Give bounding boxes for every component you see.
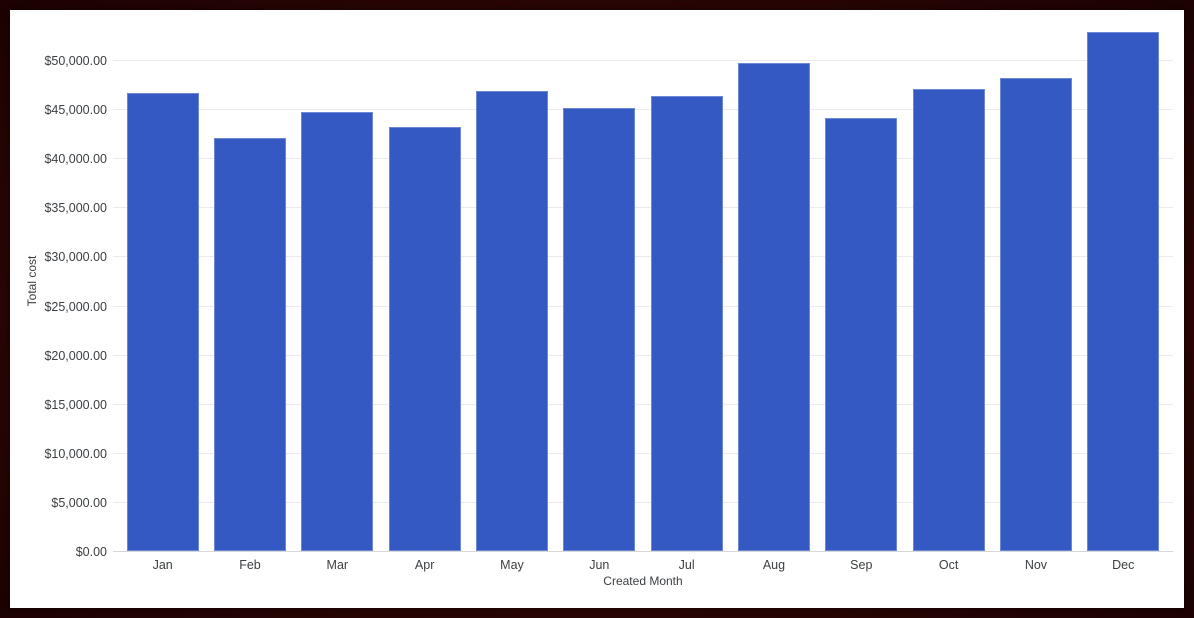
y-tick-label: $10,000.00 <box>44 446 107 461</box>
x-tick-label: Aug <box>762 558 786 572</box>
chart-panel: Total cost $0.00 $5,000.00 $10,000.00 $15,0… <box>10 10 1184 608</box>
bar-apr[interactable] <box>388 127 461 551</box>
y-tick-label: $40,000.00 <box>44 152 107 167</box>
x-tick-label: Jun <box>589 558 610 572</box>
x-tick-label: Mar <box>326 558 349 572</box>
bars-container <box>119 10 1167 551</box>
x-axis-baseline <box>113 551 1173 552</box>
x-tick-label: Oct <box>938 558 959 572</box>
x-tick-label: Jul <box>678 558 695 572</box>
bar-feb[interactable] <box>213 137 286 551</box>
y-axis-tick-labels: $0.00 $5,000.00 $10,000.00 $15,000.00 $20,00… <box>10 10 107 559</box>
x-tick-label: Jan <box>152 558 173 572</box>
bar-jan[interactable] <box>126 92 199 551</box>
x-tick-label: Dec <box>1112 558 1135 572</box>
bar-slot <box>992 10 1079 551</box>
bar-sep[interactable] <box>825 118 898 551</box>
x-tick-label: Apr <box>414 558 435 572</box>
y-tick-label: $5,000.00 <box>51 495 107 510</box>
bar-nov[interactable] <box>999 78 1072 551</box>
bar-jun[interactable] <box>563 107 636 551</box>
bar-slot <box>818 10 905 551</box>
y-tick-label: $15,000.00 <box>44 397 107 412</box>
bar-slot <box>119 10 206 551</box>
bar-may[interactable] <box>475 91 548 551</box>
y-tick-label: $50,000.00 <box>44 54 107 69</box>
x-tick-label: May <box>500 558 524 572</box>
gridline <box>113 207 1173 209</box>
bar-slot <box>381 10 468 551</box>
bar-slot <box>556 10 643 551</box>
y-tick-label: $30,000.00 <box>44 250 107 265</box>
bar-slot <box>1080 10 1167 551</box>
gridline <box>113 60 1173 62</box>
bar-oct[interactable] <box>912 89 985 551</box>
bar-slot <box>294 10 381 551</box>
y-tick-label: $20,000.00 <box>44 348 107 363</box>
x-tick-label: Feb <box>239 558 261 572</box>
bar-slot <box>730 10 817 551</box>
bar-slot <box>206 10 293 551</box>
gridline <box>113 452 1173 454</box>
bar-slot <box>905 10 992 551</box>
gridline <box>113 305 1173 307</box>
bar-dec[interactable] <box>1087 31 1160 551</box>
bar-slot <box>643 10 730 551</box>
y-tick-label: $35,000.00 <box>44 201 107 216</box>
gridline <box>113 109 1173 111</box>
bar-aug[interactable] <box>737 62 810 551</box>
bar-slot <box>468 10 555 551</box>
gridline <box>113 501 1173 503</box>
bar-mar[interactable] <box>301 112 374 551</box>
plot-area <box>113 10 1173 552</box>
gridline <box>113 256 1173 258</box>
gridline <box>113 354 1173 356</box>
gridline <box>113 158 1173 160</box>
x-tick-label: Nov <box>1024 558 1048 572</box>
y-tick-label: $0.00 <box>75 545 107 559</box>
x-axis-tick-labels: Jan Feb Mar Apr May Jun Jul Aug Sep Oct Nov Dec <box>119 552 1167 578</box>
x-axis-title: Created Month <box>603 574 683 588</box>
y-tick-label: $25,000.00 <box>44 299 107 314</box>
x-tick-label: Sep <box>850 558 873 572</box>
bar-jul[interactable] <box>650 96 723 551</box>
y-tick-label: $45,000.00 <box>44 103 107 118</box>
gridline <box>113 403 1173 405</box>
